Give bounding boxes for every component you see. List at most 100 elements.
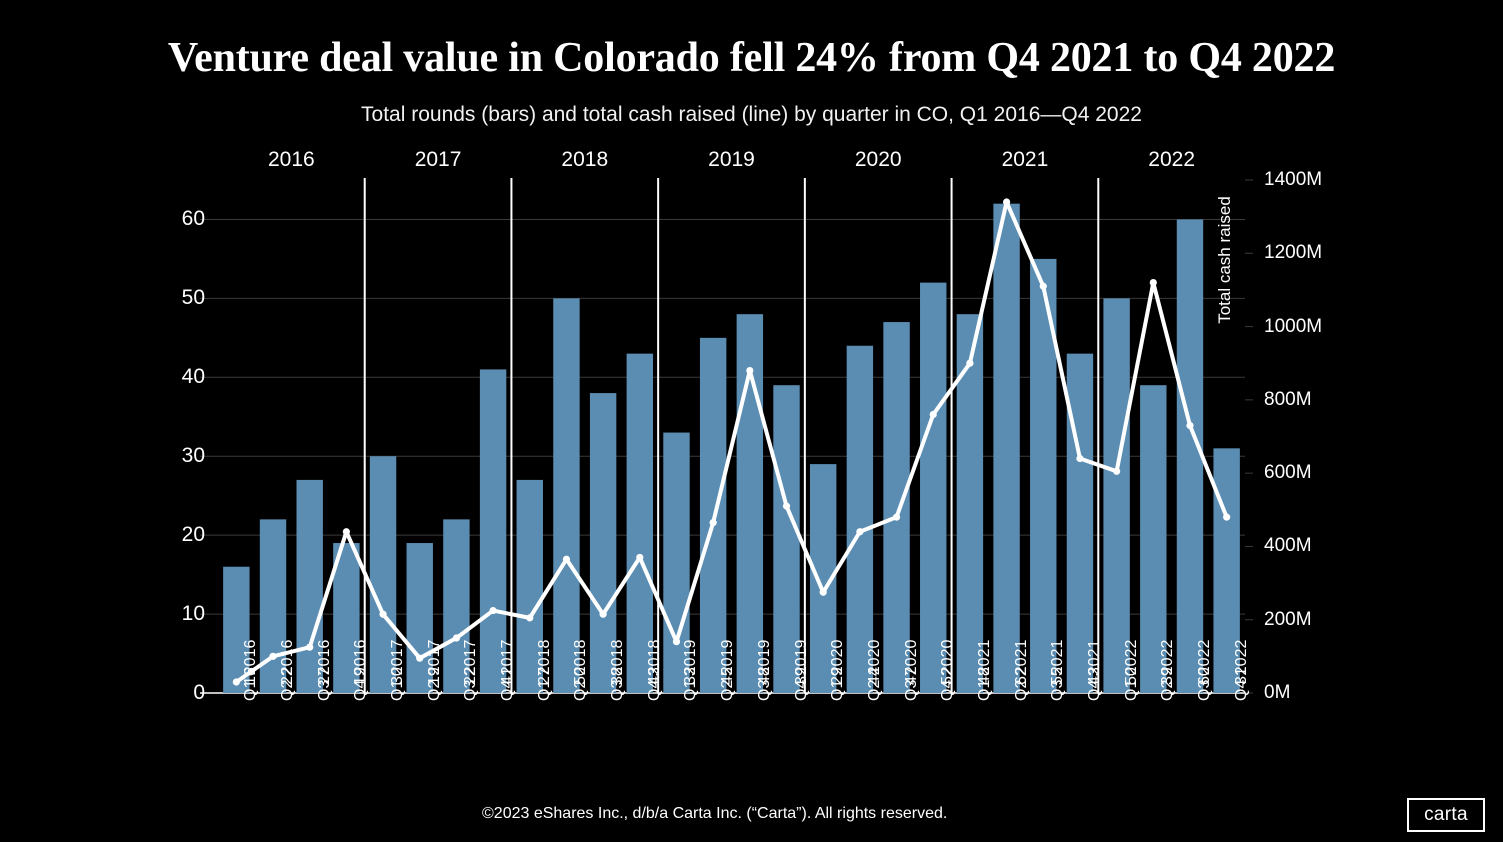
line-point — [1113, 467, 1121, 475]
bar-value-label: 41 — [499, 667, 517, 685]
y-axis-tick-label-right: 0M — [1264, 682, 1291, 703]
line-point — [416, 654, 424, 662]
bar — [333, 543, 360, 693]
bar-value-label: 27 — [315, 667, 333, 685]
line-point — [379, 610, 387, 618]
page-title: Venture deal value in Colorado fell 24% … — [167, 35, 1336, 81]
line-point — [819, 588, 827, 596]
bar — [846, 345, 874, 693]
line-point — [746, 366, 754, 375]
line-point — [636, 553, 644, 562]
bar — [553, 298, 580, 693]
year-group-label: 2016 — [267, 148, 315, 171]
bar — [1213, 448, 1240, 693]
year-group-label: 2020 — [854, 148, 902, 171]
y-axis-tick-label-left: 60 — [181, 207, 205, 231]
y-axis-tick-label-right: 600M — [1264, 462, 1312, 484]
bar-value-label: 30 — [389, 667, 407, 685]
bar-value-label: 16 — [242, 667, 260, 685]
bar-value-label: 33 — [682, 667, 700, 685]
y-axis-tick-label-left: 40 — [181, 365, 205, 389]
copyright-text: ©2023 eShares Inc., d/b/a Carta Inc. (“C… — [482, 805, 948, 822]
bar-value-label: 39 — [792, 667, 810, 685]
bar — [883, 322, 910, 693]
bar — [406, 543, 433, 693]
line-point — [1076, 454, 1084, 463]
bar-value-label: 52 — [939, 667, 957, 685]
bar — [1140, 385, 1167, 693]
line-point — [709, 519, 717, 527]
year-group-label: 2019 — [708, 148, 755, 171]
bar — [956, 314, 984, 693]
bar — [993, 203, 1020, 693]
bar — [369, 456, 397, 693]
line-point — [562, 555, 571, 563]
line-point — [892, 513, 901, 521]
carta-logo-text: carta — [1424, 804, 1468, 825]
bar-value-label: 47 — [902, 667, 920, 685]
bar — [296, 479, 323, 693]
bar-value-label: 44 — [865, 667, 883, 685]
bar-value-label: 48 — [755, 667, 773, 685]
line-point — [1223, 513, 1231, 521]
bar — [443, 519, 470, 693]
y-axis-tick-label-right: 400M — [1264, 535, 1312, 557]
carta-logo: carta — [1407, 798, 1485, 832]
year-group-label: 2021 — [1001, 148, 1049, 171]
bar-value-label: 45 — [719, 667, 737, 685]
line-point — [489, 606, 497, 615]
bar — [479, 369, 507, 693]
y-axis-tick-label-left: 10 — [181, 602, 205, 626]
line-point — [966, 359, 974, 367]
bar-value-label: 19 — [352, 667, 370, 685]
y-axis-tick-label-left: 50 — [181, 286, 205, 310]
y-axis-tick-label-right: 1400M — [1264, 169, 1323, 190]
line-point — [526, 614, 534, 622]
bar-value-label: 27 — [535, 667, 553, 685]
line-point — [269, 652, 277, 660]
bar — [1176, 219, 1204, 693]
bar-value-label: 31 — [1232, 667, 1250, 685]
bar-value-label: 50 — [572, 667, 590, 685]
y-axis-tick-label-right: 1000M — [1264, 315, 1323, 337]
bar-value-label: 43 — [1085, 667, 1103, 685]
line-point — [1002, 198, 1011, 206]
line-point — [856, 528, 864, 536]
y-axis-title-right: Total cash raised — [1215, 196, 1234, 324]
line-point — [1186, 421, 1194, 430]
year-group-label: 2018 — [561, 148, 609, 171]
line-point — [232, 678, 240, 686]
bar-value-label: 50 — [1122, 667, 1140, 685]
y-axis-tick-label-left: 20 — [181, 523, 205, 547]
line-point — [672, 638, 681, 646]
bar-value-label: 22 — [462, 667, 480, 685]
y-axis-tick-label-right: 800M — [1264, 388, 1312, 410]
line-point — [306, 643, 314, 651]
bar-value-label: 55 — [1049, 667, 1067, 685]
line-point — [1039, 282, 1047, 290]
bar — [663, 432, 690, 693]
bar-value-label: 22 — [279, 667, 297, 685]
bar — [920, 282, 947, 693]
bar-value-label: 38 — [609, 667, 627, 685]
bar — [626, 353, 654, 693]
bar-value-label: 48 — [975, 667, 993, 685]
bar-value-label: 19 — [425, 667, 443, 685]
chart-plot-area: 0 10 20 30 40 50 60 0M 200M 400M 600M 800M 1000M 1200… — [182, 148, 1322, 704]
bar — [223, 566, 250, 693]
line-point — [782, 502, 791, 510]
line-point — [599, 610, 607, 618]
year-group-label: 2017 — [414, 148, 462, 171]
line-point — [342, 528, 350, 536]
bar — [1103, 298, 1130, 693]
bar — [516, 479, 543, 693]
y-axis-tick-label-left: 0 — [193, 681, 205, 704]
bar-value-label: 39 — [1159, 667, 1177, 685]
bar-value-label: 62 — [1012, 667, 1030, 685]
line-point — [452, 634, 461, 642]
y-axis-tick-label-left: 30 — [181, 444, 205, 468]
bar-value-label: 29 — [829, 667, 847, 685]
line-point — [1149, 279, 1157, 287]
bar — [589, 393, 617, 693]
